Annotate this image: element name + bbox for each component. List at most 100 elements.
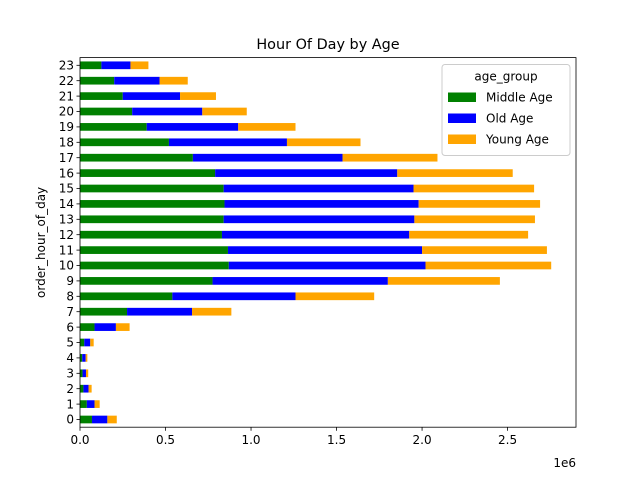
x-tick-label: 1.5 — [327, 433, 346, 447]
y-tick-label: 2 — [66, 382, 74, 396]
y-tick-label: 16 — [59, 166, 74, 180]
bar-middle-age-hour-23 — [80, 61, 102, 70]
y-tick-label: 9 — [66, 274, 74, 288]
bar-young-age-hour-20 — [202, 107, 247, 116]
x-tick-label: 0.5 — [156, 433, 175, 447]
y-tick-label: 17 — [59, 151, 74, 165]
y-tick-label: 18 — [59, 136, 74, 150]
legend-swatch-old-age — [448, 113, 476, 123]
bar-middle-age-hour-15 — [80, 184, 224, 193]
y-tick-label: 20 — [59, 105, 74, 119]
y-tick-label: 1 — [66, 397, 74, 411]
y-tick-label: 4 — [66, 351, 74, 365]
bar-middle-age-hour-22 — [80, 76, 115, 85]
bar-middle-age-hour-5 — [80, 338, 85, 347]
bar-middle-age-hour-9 — [80, 277, 213, 285]
bar-old-age-hour-12 — [221, 230, 410, 239]
bar-young-age-hour-15 — [413, 184, 535, 193]
bar-middle-age-hour-17 — [80, 153, 193, 162]
x-scale-label: 1e6 — [553, 456, 576, 470]
bar-old-age-hour-7 — [127, 307, 193, 316]
bar-middle-age-hour-10 — [80, 261, 229, 270]
y-tick-label: 21 — [59, 89, 74, 103]
chart-title: Hour Of Day by Age — [256, 37, 399, 53]
bar-old-age-hour-22 — [114, 76, 160, 85]
y-tick-label: 3 — [66, 367, 74, 381]
y-tick-label: 10 — [59, 259, 74, 273]
y-tick-label: 23 — [59, 59, 74, 73]
y-tick-label: 6 — [66, 320, 74, 334]
bar-middle-age-hour-14 — [80, 200, 225, 208]
bar-young-age-hour-0 — [107, 415, 117, 424]
bar-old-age-hour-14 — [224, 200, 419, 208]
bar-middle-age-hour-20 — [80, 107, 133, 116]
x-tick-label: 0.0 — [70, 433, 89, 447]
bar-old-age-hour-16 — [215, 169, 398, 177]
bar-old-age-hour-18 — [168, 138, 287, 147]
bar-young-age-hour-23 — [130, 61, 149, 70]
y-axis-label: order_hour_of_day — [34, 187, 48, 298]
bar-middle-age-hour-1 — [80, 400, 87, 408]
bar-young-age-hour-1 — [94, 400, 100, 408]
legend-title: age_group — [474, 70, 537, 84]
bar-old-age-hour-2 — [83, 384, 89, 393]
bar-old-age-hour-13 — [223, 215, 415, 224]
y-tick-label: 8 — [66, 290, 74, 304]
bar-young-age-hour-16 — [397, 169, 513, 177]
bar-old-age-hour-3 — [82, 369, 86, 378]
legend-swatch-young-age — [448, 134, 476, 144]
plot-frame — [79, 57, 577, 428]
bar-young-age-hour-9 — [387, 277, 500, 285]
bar-old-age-hour-21 — [122, 92, 181, 100]
y-tick-label: 5 — [66, 336, 74, 350]
bar-young-age-hour-14 — [418, 200, 541, 208]
bar-middle-age-hour-8 — [80, 292, 173, 301]
bars-group — [80, 61, 552, 424]
bar-middle-age-hour-4 — [80, 354, 83, 362]
bar-middle-age-hour-3 — [80, 369, 83, 378]
bar-young-age-hour-3 — [85, 369, 89, 378]
bar-middle-age-hour-12 — [80, 230, 222, 239]
bar-old-age-hour-11 — [227, 246, 423, 254]
y-tick-label: 15 — [59, 182, 74, 196]
bar-middle-age-hour-11 — [80, 246, 228, 254]
y-tick-label: 11 — [59, 243, 74, 257]
y-tick-label: 7 — [66, 305, 74, 319]
bar-middle-age-hour-13 — [80, 215, 224, 224]
y-tick-label: 0 — [66, 413, 74, 427]
legend-label-old-age: Old Age — [486, 112, 533, 126]
x-axis: 0.0 0.5 1.0 1.5 2.0 2.5 — [70, 427, 517, 447]
bar-young-age-hour-22 — [159, 76, 188, 85]
bar-young-age-hour-21 — [180, 92, 216, 100]
bar-young-age-hour-10 — [425, 261, 552, 270]
bar-old-age-hour-4 — [82, 354, 86, 362]
bar-old-age-hour-20 — [132, 107, 203, 116]
bar-young-age-hour-5 — [90, 338, 94, 347]
bar-old-age-hour-0 — [91, 415, 108, 424]
bar-old-age-hour-1 — [86, 400, 95, 408]
bar-middle-age-hour-6 — [80, 323, 95, 331]
legend-frame — [441, 64, 571, 156]
bar-old-age-hour-15 — [223, 184, 414, 193]
bar-middle-age-hour-16 — [80, 169, 216, 177]
bar-middle-age-hour-7 — [80, 307, 128, 316]
bar-young-age-hour-8 — [295, 292, 375, 301]
legend: age_group Middle Age Old Age Young Age — [441, 64, 571, 156]
bar-old-age-hour-10 — [228, 261, 426, 270]
bar-old-age-hour-23 — [101, 61, 131, 70]
x-tick-label: 2.0 — [413, 433, 432, 447]
y-tick-label: 19 — [59, 120, 74, 134]
x-tick-label: 1.0 — [241, 433, 260, 447]
bar-old-age-hour-5 — [84, 338, 91, 347]
bar-young-age-hour-4 — [85, 354, 88, 362]
bar-middle-age-hour-18 — [80, 138, 169, 147]
legend-label-young-age: Young Age — [485, 133, 549, 147]
bar-young-age-hour-18 — [286, 138, 361, 147]
bar-middle-age-hour-2 — [80, 384, 84, 393]
y-tick-label: 14 — [59, 197, 74, 211]
bar-middle-age-hour-21 — [80, 92, 123, 100]
bar-old-age-hour-6 — [94, 323, 116, 331]
bar-young-age-hour-7 — [192, 307, 232, 316]
bar-young-age-hour-17 — [342, 153, 438, 162]
